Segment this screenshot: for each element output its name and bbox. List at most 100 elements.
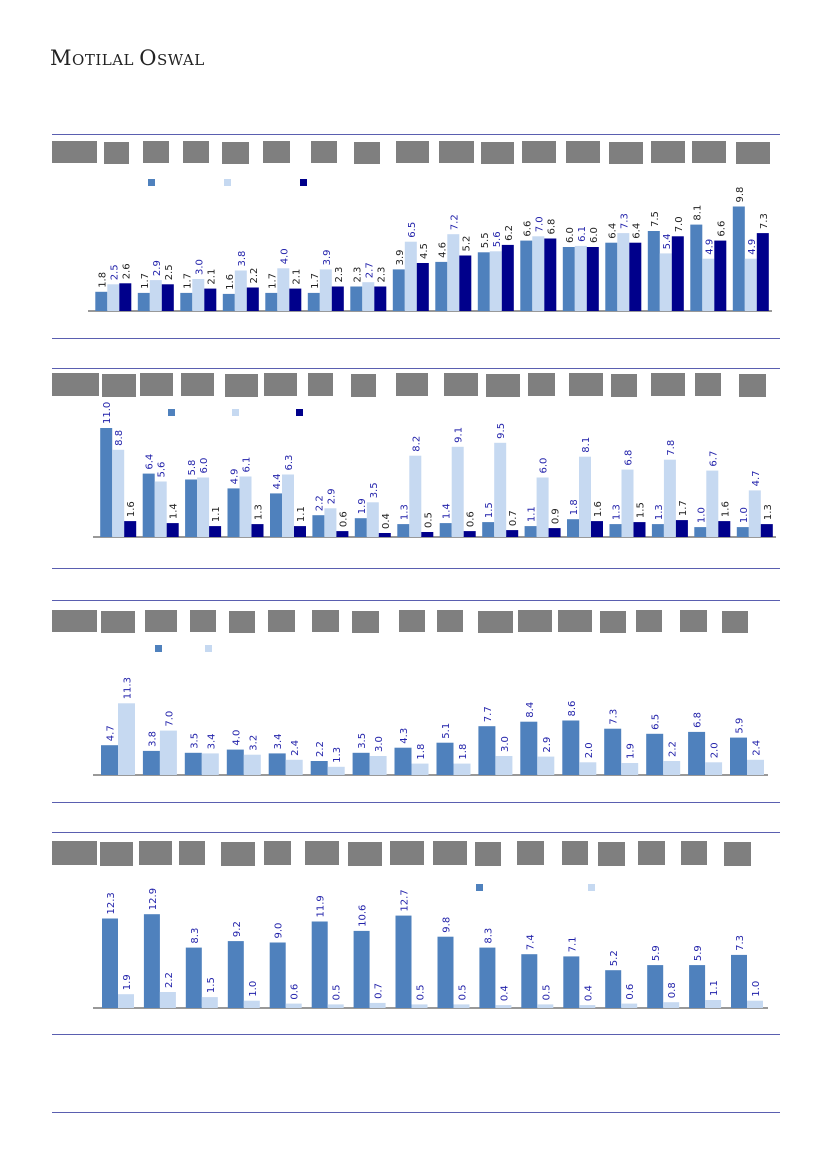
redacted-label [52, 141, 97, 163]
bar [439, 523, 452, 537]
section-rule [52, 338, 780, 339]
data-label: 2.9 [152, 260, 163, 276]
data-label: 0.6 [338, 511, 349, 527]
data-label: 6.4 [607, 223, 618, 239]
bar [312, 515, 325, 537]
data-label: 8.3 [190, 928, 201, 944]
bar [659, 253, 672, 311]
data-label: 0.5 [332, 984, 343, 1000]
bar [579, 762, 597, 775]
data-label: 1.1 [211, 506, 222, 522]
bar [184, 752, 202, 775]
data-label: 6.2 [504, 225, 515, 241]
legend-swatch [155, 645, 162, 652]
data-label: 2.2 [249, 268, 260, 284]
data-label: 1.3 [612, 504, 623, 520]
legend-swatch [224, 179, 231, 186]
data-label: 1.4 [442, 503, 453, 519]
bar [159, 992, 176, 1008]
bar [436, 742, 454, 775]
redacted-label [52, 841, 97, 865]
data-label: 6.5 [407, 222, 418, 238]
bar [663, 761, 681, 775]
bar [437, 936, 454, 1008]
redacted-label [651, 373, 685, 396]
redacted-label [517, 841, 544, 865]
bar [222, 293, 235, 311]
bar [411, 763, 429, 775]
bar [663, 459, 676, 537]
bar [142, 473, 155, 537]
bar [251, 524, 264, 537]
bar [246, 287, 259, 311]
bar [494, 442, 507, 537]
bar [185, 479, 198, 537]
data-label: 3.8 [237, 251, 248, 267]
bar [374, 286, 387, 311]
data-label: 8.4 [525, 702, 536, 718]
bar [404, 241, 417, 311]
bar [489, 251, 502, 311]
data-label: 9.0 [274, 923, 285, 939]
bar [544, 238, 557, 311]
bar [416, 263, 429, 311]
bar [285, 1003, 302, 1008]
legend-swatch [476, 884, 483, 891]
bar [629, 242, 642, 311]
brand-logo: MOTILAL OSWAL [50, 46, 205, 70]
data-label: 4.5 [419, 243, 430, 259]
bar [621, 469, 634, 537]
redacted-label [681, 841, 707, 865]
data-label: 2.0 [710, 742, 721, 758]
data-label: 3.4 [206, 733, 217, 749]
data-label: 2.4 [290, 740, 301, 756]
bar [118, 703, 135, 775]
data-label: 2.1 [291, 269, 302, 285]
redacted-label [692, 141, 726, 163]
data-label: 3.8 [147, 731, 158, 747]
redacted-label [143, 141, 169, 163]
section-rule [52, 368, 780, 369]
data-label: 1.0 [696, 507, 707, 523]
section-rule [52, 802, 780, 803]
bar [520, 721, 538, 775]
bar [663, 1002, 680, 1008]
data-label: 2.6 [121, 263, 132, 279]
bar [350, 286, 363, 311]
data-label: 1.4 [169, 503, 180, 519]
legend-swatch [588, 884, 595, 891]
data-label: 5.4 [662, 233, 673, 249]
data-label: 6.6 [716, 221, 727, 237]
data-label: 4.3 [399, 728, 410, 744]
data-label: 2.2 [315, 741, 326, 757]
bar [331, 286, 344, 311]
data-label: 3.0 [500, 736, 511, 752]
bar [605, 242, 618, 311]
data-label: 0.4 [583, 985, 594, 1001]
redacted-label [722, 611, 748, 633]
bar [327, 766, 345, 775]
bar [289, 288, 302, 311]
data-label: 1.9 [357, 498, 368, 514]
redacted-label [475, 842, 501, 866]
footer-rule [52, 1112, 780, 1113]
bar [411, 1004, 428, 1008]
data-label: 11.3 [123, 677, 134, 699]
bar [100, 428, 113, 537]
data-label: 4.0 [231, 730, 242, 746]
data-label: 1.3 [763, 504, 774, 520]
redacted-label [611, 374, 637, 397]
legend-swatch [300, 179, 307, 186]
bar [112, 449, 125, 537]
data-label: 5.6 [492, 231, 503, 247]
data-label: 8.8 [114, 430, 125, 446]
bar [201, 997, 218, 1008]
bar [586, 247, 599, 311]
data-label: 1.6 [126, 501, 137, 517]
bar [124, 521, 137, 537]
data-label: 9.8 [735, 187, 746, 203]
data-label: 3.0 [194, 259, 205, 275]
data-label: 4.6 [437, 242, 448, 258]
bar [209, 526, 222, 537]
bar [362, 282, 375, 311]
